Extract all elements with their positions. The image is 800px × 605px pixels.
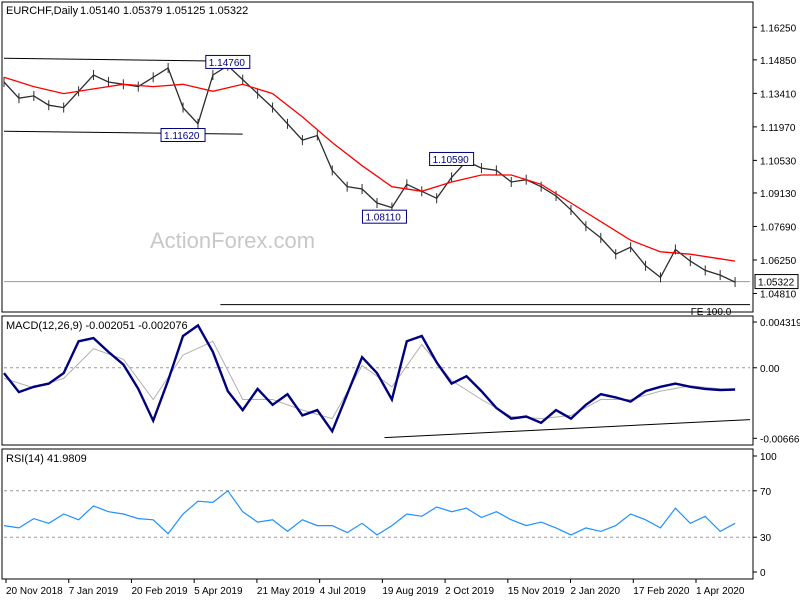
rsi-series [3,489,736,536]
rsi-line [3,489,736,536]
rsi-axis: 100 70 30 0 [4,452,777,579]
macd-title: MACD(12,26,9) -0.002051 -0.002076 [6,320,188,332]
date-tick-label: 21 May 2019 [257,586,315,597]
rsi-title: RSI(14) 41.9809 [6,453,87,465]
rsi-tick-label: 0 [760,568,766,579]
macd-tick-label: 0.004319 [760,318,800,329]
price-level-label-box [160,128,206,143]
price-annotations: 1.14760 1.11620 1.10590 1.08110 FE 100.0 [160,54,732,318]
price-level-label: 1.11620 [164,131,200,142]
price-level-label-box [429,151,475,166]
price-level-label: 1.10590 [433,155,470,166]
price-level-label-box [361,209,407,224]
date-tick-label: 5 Apr 2019 [194,586,243,597]
price-tick-label: 1.10530 [760,156,797,167]
macd-axis: 0.004319 0.00 -0.006663 [4,318,800,445]
last-price-label: 1.05322 [758,278,795,289]
price-tick-label: 1.04810 [760,289,797,300]
price-tick-label: 1.06250 [760,256,797,267]
macd-tick-label: -0.006663 [760,434,800,445]
date-tick-label: 20 Feb 2019 [131,586,188,597]
price-tick-label: 1.16250 [760,23,797,34]
price-tick-label: 1.14850 [760,56,797,67]
price-tick-label: 1.09130 [760,189,797,200]
date-tick-label: 1 Apr 2020 [696,586,745,597]
price-tick-label: 1.13410 [760,89,797,100]
watermark: ActionForex.com [150,228,315,253]
rsi-panel-frame [1,448,754,580]
rsi-tick-label: 70 [760,487,772,498]
date-axis: 20 Nov 2018 7 Jan 2019 20 Feb 2019 5 Apr 20… [5,579,745,597]
date-tick-label: 2 Jan 2020 [571,586,621,597]
date-tick-label: 15 Nov 2019 [508,586,565,597]
date-tick-label: 2 Oct 2019 [445,586,494,597]
macd-support-line [384,419,751,439]
rsi-tick-label: 100 [760,452,777,463]
date-tick-label: 19 Aug 2019 [382,586,439,597]
symbol-label: EURCHF,Daily [6,5,79,17]
rsi-tick-label: 30 [760,533,772,544]
macd-tick-label: 0.00 [760,364,780,375]
macd-series [3,323,751,439]
macd-line [3,323,736,434]
macd-panel-frame [1,315,754,446]
date-tick-label: 20 Nov 2018 [6,586,63,597]
price-series [3,60,736,288]
date-tick-label: 17 Feb 2020 [633,586,690,597]
price-axis: 1.16250 1.14850 1.13410 1.11970 1.10530 1.091… [753,23,799,300]
price-tick-label: 1.11970 [760,123,796,134]
last-price-box [754,274,799,290]
ohlc-label: 1.05140 1.05379 1.05125 1.05322 [80,5,248,17]
price-tick-label: 1.07690 [760,222,797,233]
moving-average-line [3,76,736,262]
fe-label: FE 100.0 [691,307,732,318]
date-tick-label: 4 Jul 2019 [320,586,367,597]
price-level-label: 1.08110 [365,213,401,224]
price-level-label-box [205,54,251,69]
date-tick-label: 7 Jan 2019 [69,586,119,597]
price-level-label: 1.14760 [209,58,246,69]
price-panel-frame [1,1,754,313]
